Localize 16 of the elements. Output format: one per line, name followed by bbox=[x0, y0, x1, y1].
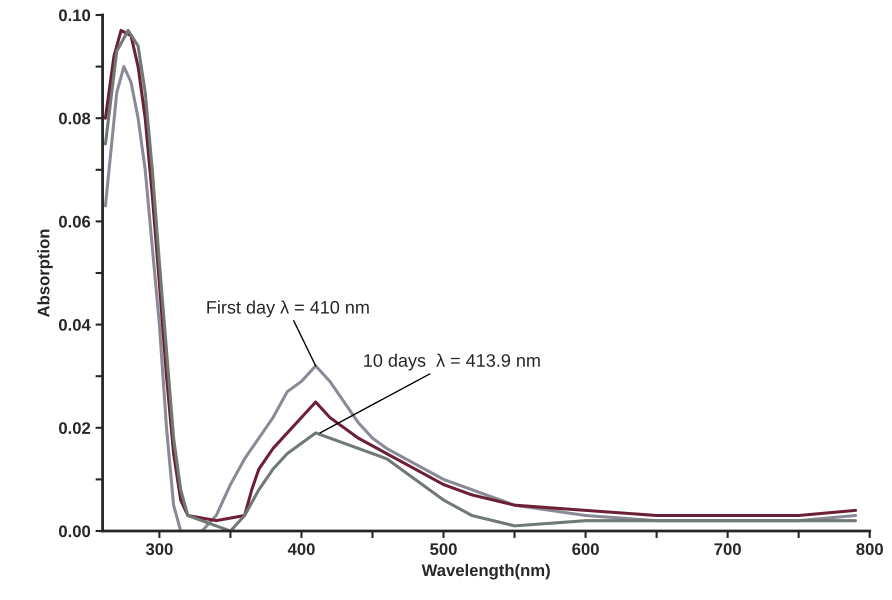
y-tick-label: 0.02 bbox=[59, 422, 90, 434]
y-axis-title: Absorption bbox=[37, 230, 53, 318]
y-tick-label: 0.06 bbox=[59, 216, 90, 228]
x-tick-label: 700 bbox=[714, 543, 741, 556]
y-tick-label: 0.08 bbox=[59, 112, 90, 124]
y-tick-label: 0.00 bbox=[59, 525, 90, 538]
x-axis-title: Wavelength(nm) bbox=[422, 564, 550, 580]
annotation: First day λ = 410 nm bbox=[207, 300, 369, 318]
x-tick-label: 600 bbox=[572, 543, 599, 556]
x-tick-label: 300 bbox=[146, 543, 173, 556]
annotation: 10 days λ = 413.9 nm bbox=[364, 354, 540, 370]
x-tick-label: 800 bbox=[856, 543, 883, 556]
y-tick-label: 0.04 bbox=[59, 319, 91, 331]
x-tick-label: 500 bbox=[430, 543, 457, 556]
y-tick-label: 0.10 bbox=[59, 9, 90, 22]
x-tick-label: 400 bbox=[288, 543, 315, 556]
